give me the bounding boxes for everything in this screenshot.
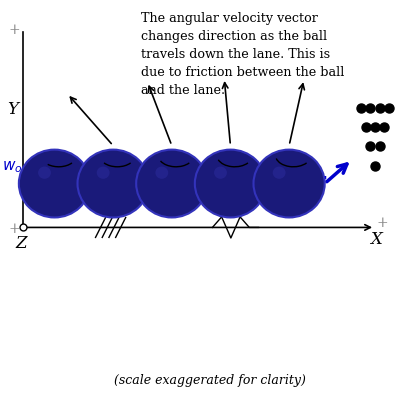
Text: The angular velocity vector
changes direction as the ball
travels down the lane.: The angular velocity vector changes dire… [141, 12, 345, 97]
Text: Y: Y [7, 101, 18, 118]
Text: (scale exaggerated for clarity): (scale exaggerated for clarity) [114, 374, 305, 387]
Text: +: + [377, 216, 388, 231]
Circle shape [195, 150, 266, 217]
Circle shape [19, 150, 90, 217]
Circle shape [97, 167, 110, 179]
Text: $w_o$: $w_o$ [2, 160, 23, 176]
Circle shape [253, 150, 325, 217]
Circle shape [155, 167, 168, 179]
Circle shape [214, 167, 227, 179]
Circle shape [38, 167, 51, 179]
Text: +: + [8, 222, 20, 237]
Text: +: + [8, 23, 20, 37]
Circle shape [136, 150, 207, 217]
Text: Z: Z [15, 235, 27, 252]
Text: X: X [370, 231, 382, 248]
Circle shape [273, 167, 285, 179]
Circle shape [78, 150, 149, 217]
